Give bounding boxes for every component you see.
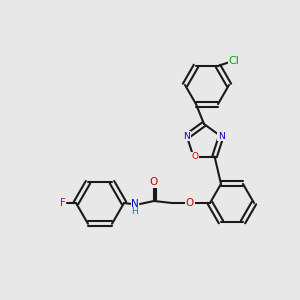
Text: N: N — [184, 132, 190, 141]
Text: Cl: Cl — [229, 56, 239, 66]
Text: O: O — [186, 198, 194, 208]
Text: N: N — [218, 132, 224, 141]
Text: O: O — [150, 177, 158, 187]
Text: F: F — [60, 198, 66, 208]
Text: O: O — [192, 152, 199, 161]
Text: H: H — [132, 208, 138, 217]
Text: N: N — [131, 199, 139, 209]
